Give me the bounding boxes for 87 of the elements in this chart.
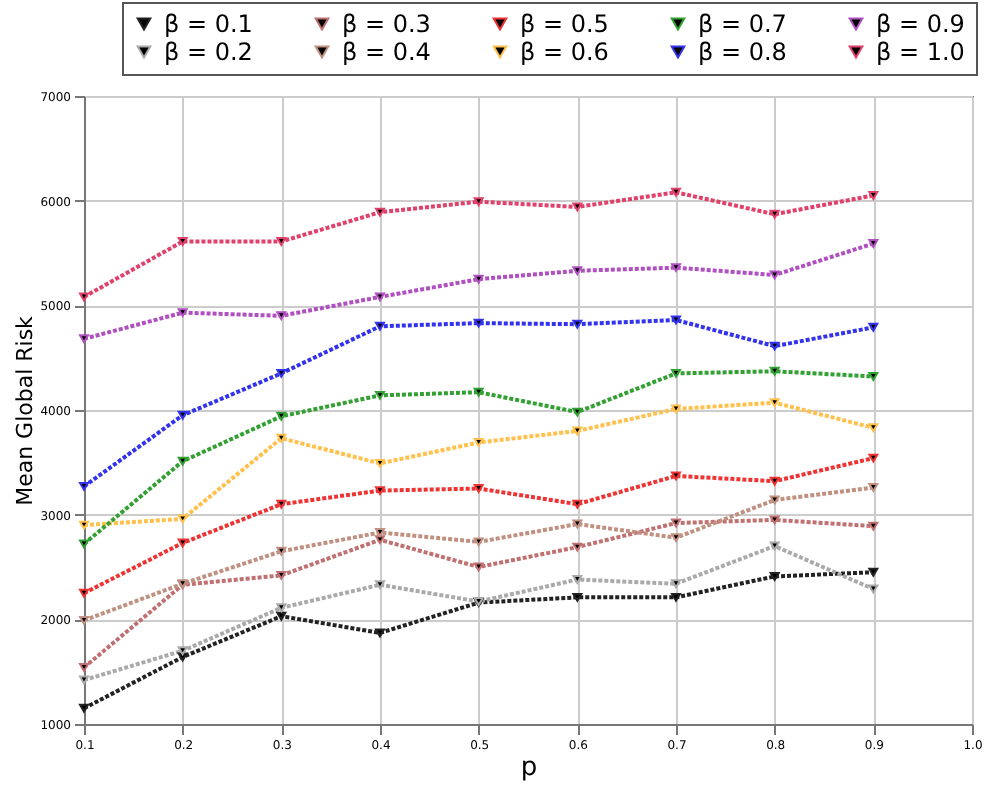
point: [276, 411, 287, 421]
point: [769, 541, 780, 551]
point: [769, 571, 780, 581]
point: [572, 592, 583, 602]
point: [671, 263, 681, 273]
point: [473, 437, 484, 447]
point: [769, 398, 780, 408]
point: [276, 368, 287, 378]
legend-label: β = 0.1: [164, 10, 253, 38]
point: [375, 390, 385, 400]
point: [177, 308, 188, 318]
point: [375, 580, 385, 590]
point: [671, 592, 681, 602]
point: [769, 515, 780, 525]
point: [375, 486, 385, 496]
point: [276, 237, 287, 246]
point: [276, 570, 287, 580]
point: [473, 274, 484, 284]
legend-label: β = 0.3: [342, 10, 431, 38]
point: [572, 319, 583, 329]
y-axis-title: Mean Global Risk: [12, 314, 39, 506]
point: [868, 239, 879, 249]
point: [868, 453, 879, 463]
point: [572, 202, 583, 212]
point: [868, 190, 879, 200]
legend-label: β = 0.9: [876, 10, 965, 38]
point: [572, 266, 583, 276]
point: [177, 514, 188, 524]
point: [276, 603, 287, 613]
point: [375, 458, 385, 468]
point: [572, 426, 583, 436]
point: [868, 584, 879, 594]
point: [375, 207, 385, 217]
point: [572, 407, 583, 417]
point: [375, 535, 385, 545]
point: [473, 484, 484, 493]
point: [769, 476, 780, 486]
point: [572, 519, 583, 529]
point: [473, 562, 484, 572]
point: [868, 372, 879, 381]
point: [473, 318, 484, 328]
point: [375, 528, 385, 537]
point: [473, 387, 484, 397]
point: [868, 521, 879, 531]
point: [375, 292, 385, 302]
point: [473, 197, 484, 207]
point: [177, 456, 188, 466]
point: [769, 209, 780, 219]
point: [671, 404, 681, 414]
point: [177, 538, 188, 548]
point: [769, 495, 780, 505]
point: [375, 321, 385, 331]
point: [671, 579, 681, 589]
point: [276, 611, 287, 621]
point: [671, 315, 681, 325]
legend-label: β = 1.0: [876, 38, 965, 66]
point: [276, 433, 287, 443]
legend-label: β = 0.6: [520, 38, 609, 66]
point: [671, 518, 681, 528]
point: [671, 187, 681, 197]
point: [177, 410, 188, 420]
point: [868, 567, 879, 577]
point: [177, 646, 188, 656]
point: [671, 368, 681, 378]
x-axis-title: p: [520, 753, 538, 783]
legend-label: β = 0.8: [698, 38, 787, 66]
point: [572, 575, 583, 585]
point: [769, 270, 780, 280]
legend-label: β = 0.4: [342, 38, 431, 66]
point: [868, 322, 879, 332]
legend-label: β = 0.5: [520, 10, 609, 38]
point: [671, 533, 681, 543]
point: [276, 499, 287, 509]
point: [177, 237, 188, 246]
point: [868, 482, 879, 492]
point: [375, 628, 385, 638]
point: [572, 499, 583, 509]
point: [473, 537, 484, 547]
point: [276, 546, 287, 556]
point: [671, 471, 681, 481]
point: [868, 423, 879, 433]
point: [769, 366, 780, 376]
point: [572, 542, 583, 552]
legend-label: β = 0.7: [698, 10, 787, 38]
legend-label: β = 0.2: [164, 38, 253, 66]
point: [769, 341, 780, 351]
point: [276, 311, 287, 321]
